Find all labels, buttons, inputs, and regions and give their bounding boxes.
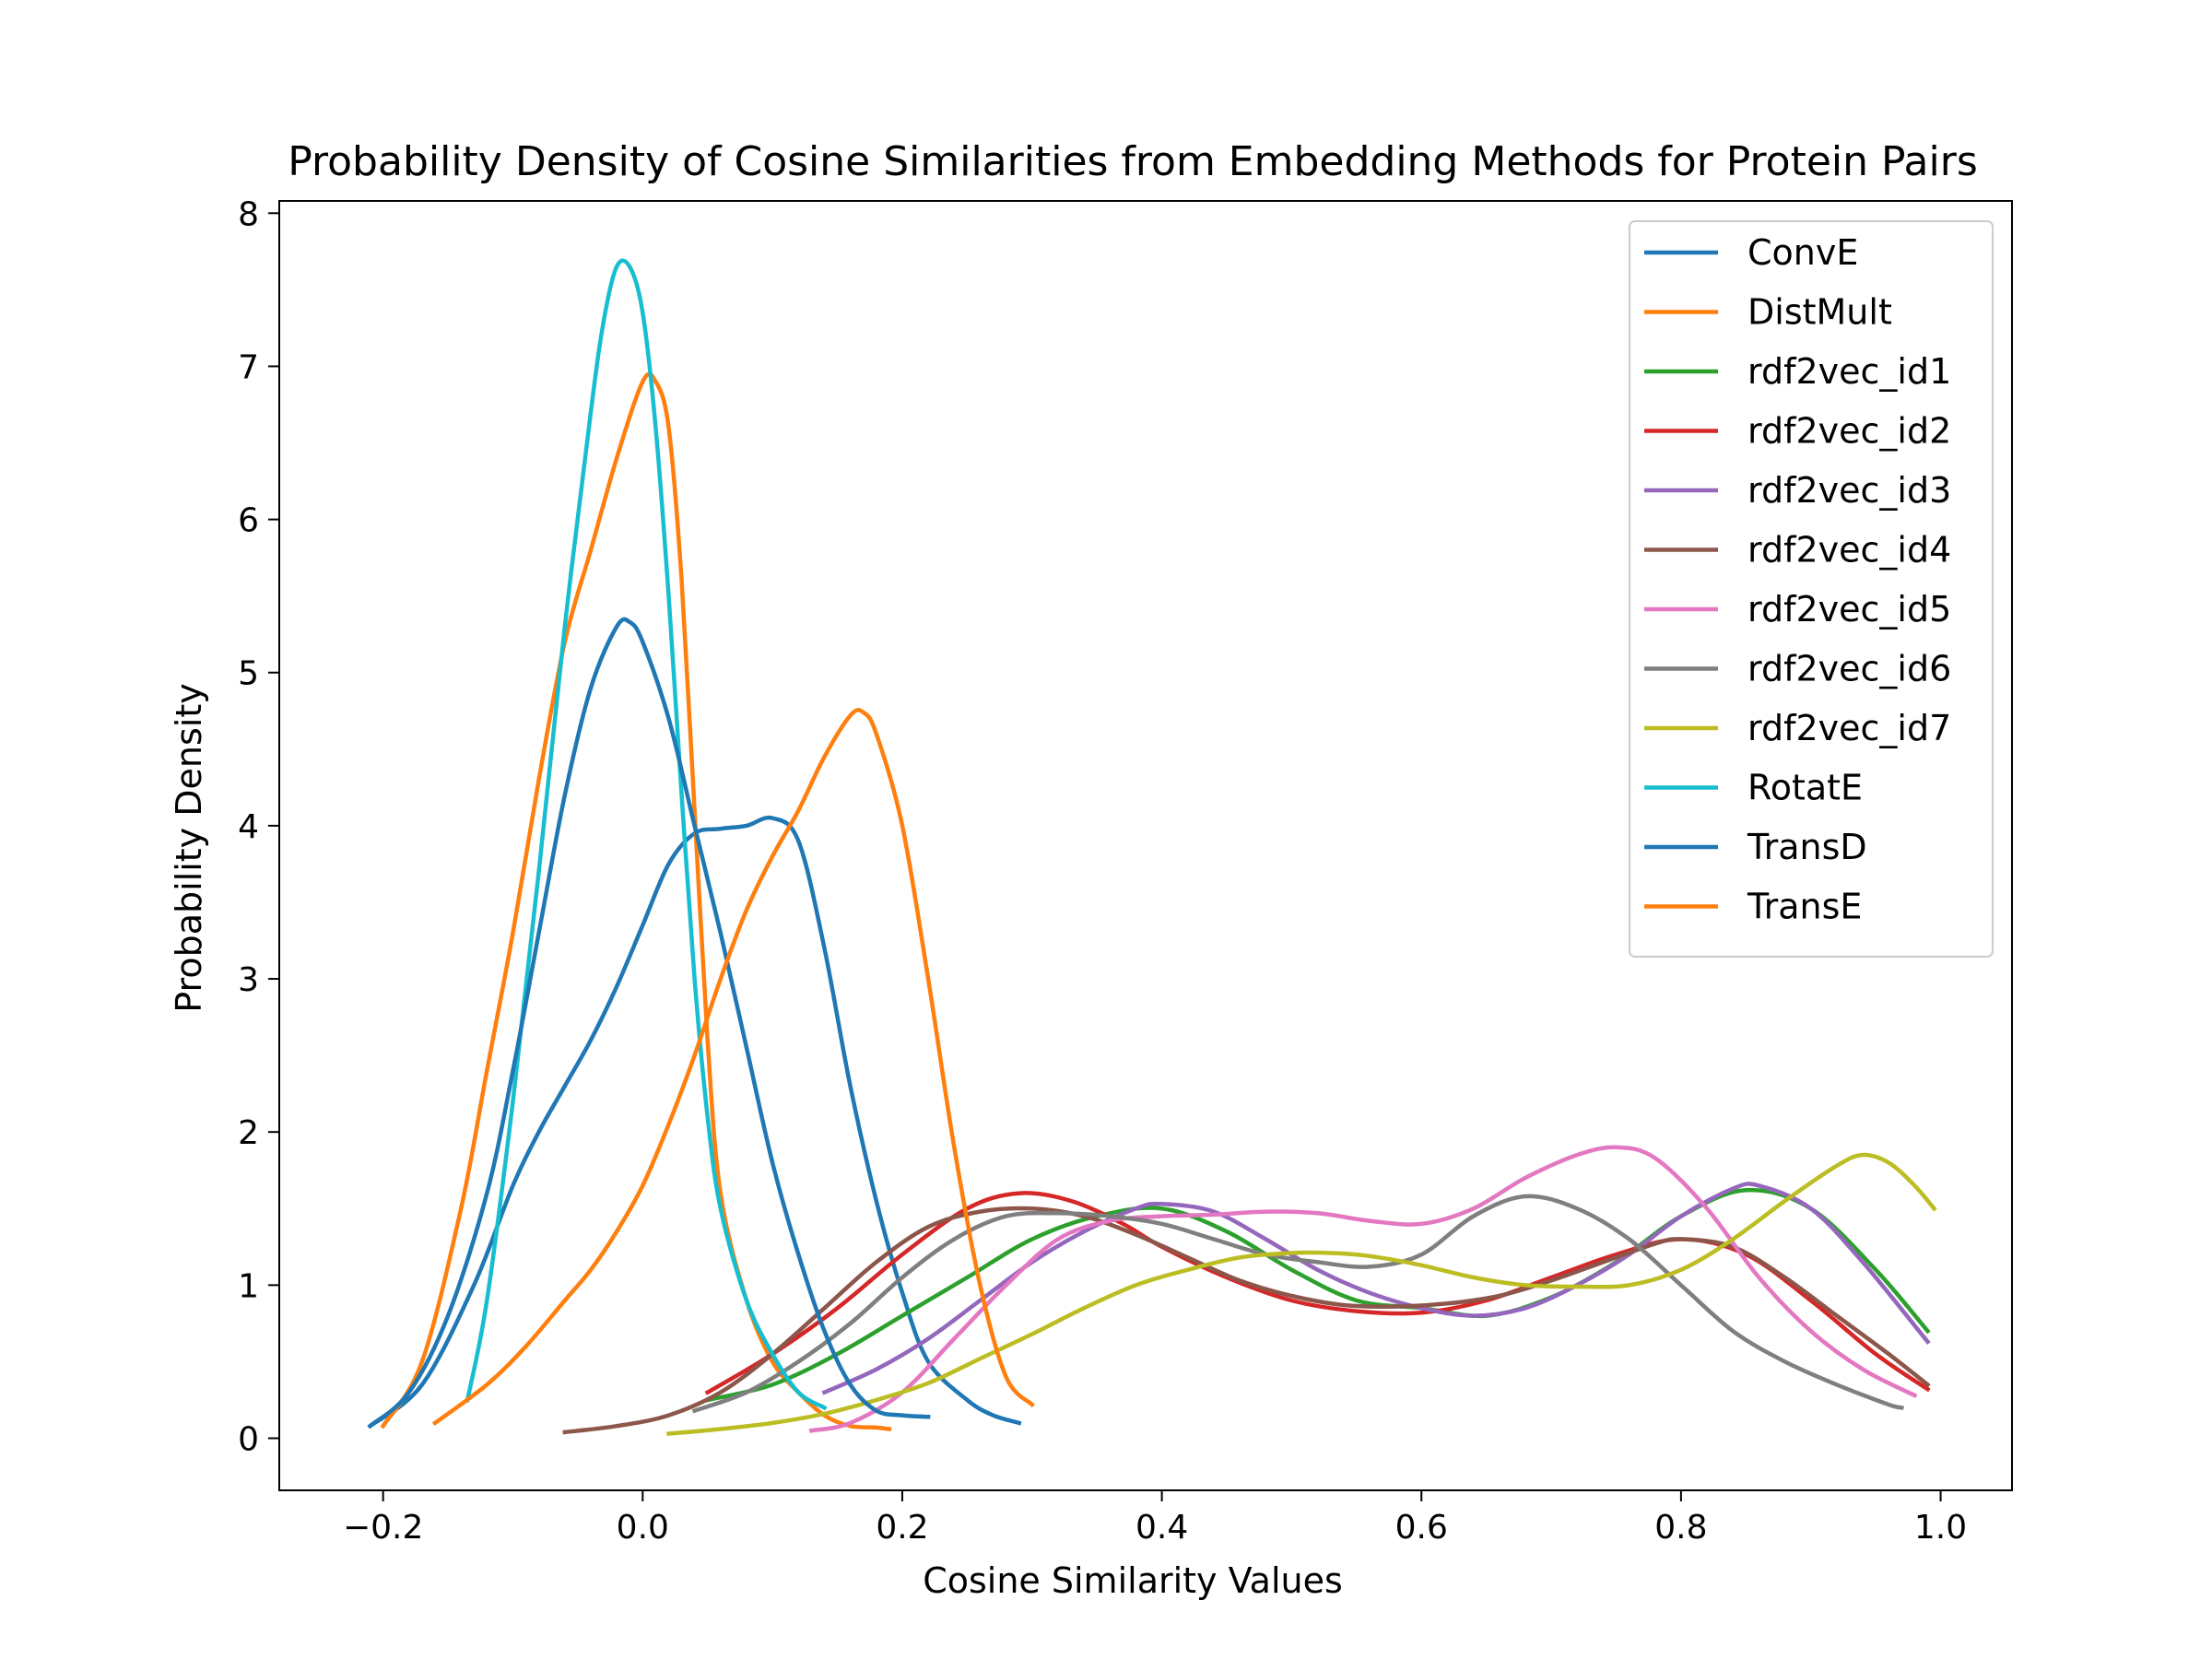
legend-label: rdf2vec_id3 xyxy=(1747,470,1951,511)
legend-label: TransD xyxy=(1747,827,1867,867)
x-tick-label: 0.4 xyxy=(1135,1509,1188,1547)
x-axis: −0.2 0.0 0.2 0.4 0.6 0.8 1.0 xyxy=(343,1490,1967,1547)
y-tick-label: 1 xyxy=(238,1267,259,1305)
chart-title: Probability Density of Cosine Similariti… xyxy=(288,138,1978,185)
series-line-transd xyxy=(367,617,931,1430)
y-tick-label: 4 xyxy=(238,808,259,846)
legend: ConvE DistMult rdf2vec_id1 rdf2vec_id2 rdf2v… xyxy=(1629,220,1994,958)
y-axis: 0 1 2 3 4 5 6 7 8 xyxy=(238,195,279,1459)
legend-label: rdf2vec_id6 xyxy=(1747,649,1951,689)
series-line-distmult xyxy=(380,371,892,1431)
legend-label: TransE xyxy=(1747,887,1862,927)
series-line-rdf2vec-id6 xyxy=(691,1194,1905,1414)
y-tick-label: 3 xyxy=(238,961,259,999)
plot-frame xyxy=(278,200,2013,1491)
series-line-conve xyxy=(367,815,1022,1430)
legend-label: DistMult xyxy=(1747,292,1892,333)
series-line-rdf2vec-id7 xyxy=(666,1152,1937,1436)
legend-label: RotatE xyxy=(1747,768,1863,808)
y-axis-label: Probability Density xyxy=(169,683,209,1012)
y-tick-label: 5 xyxy=(238,655,259,693)
series-line-rdf2vec-id4 xyxy=(562,1206,1931,1435)
series-lines xyxy=(367,258,1937,1436)
x-tick-label: 0.6 xyxy=(1395,1509,1448,1547)
legend-label: ConvE xyxy=(1747,232,1858,273)
legend-label: rdf2vec_id5 xyxy=(1747,589,1951,629)
y-tick-label: 0 xyxy=(238,1421,259,1459)
x-tick-label: 1.0 xyxy=(1914,1509,1967,1547)
legend-label: rdf2vec_id4 xyxy=(1747,530,1951,571)
x-tick-label: −0.2 xyxy=(343,1509,423,1547)
series-line-rotate xyxy=(465,258,828,1411)
y-tick-label: 7 xyxy=(238,348,259,386)
y-tick-label: 8 xyxy=(238,195,259,233)
series-line-rdf2vec-id1 xyxy=(704,1187,1931,1403)
legend-label: rdf2vec_id7 xyxy=(1747,708,1951,748)
legend-box xyxy=(1629,220,1994,958)
y-tick-label: 2 xyxy=(238,1114,259,1152)
x-tick-label: 0.2 xyxy=(876,1509,928,1547)
legend-label: rdf2vec_id2 xyxy=(1747,411,1951,452)
x-tick-label: 0.8 xyxy=(1654,1509,1707,1547)
series-line-transe xyxy=(431,708,1035,1427)
series-line-rdf2vec-id5 xyxy=(808,1145,1918,1433)
x-tick-label: 0.0 xyxy=(617,1509,669,1547)
legend-label: rdf2vec_id1 xyxy=(1747,351,1951,392)
y-tick-label: 6 xyxy=(238,502,259,540)
x-axis-label: Cosine Similarity Values xyxy=(923,1560,1343,1601)
